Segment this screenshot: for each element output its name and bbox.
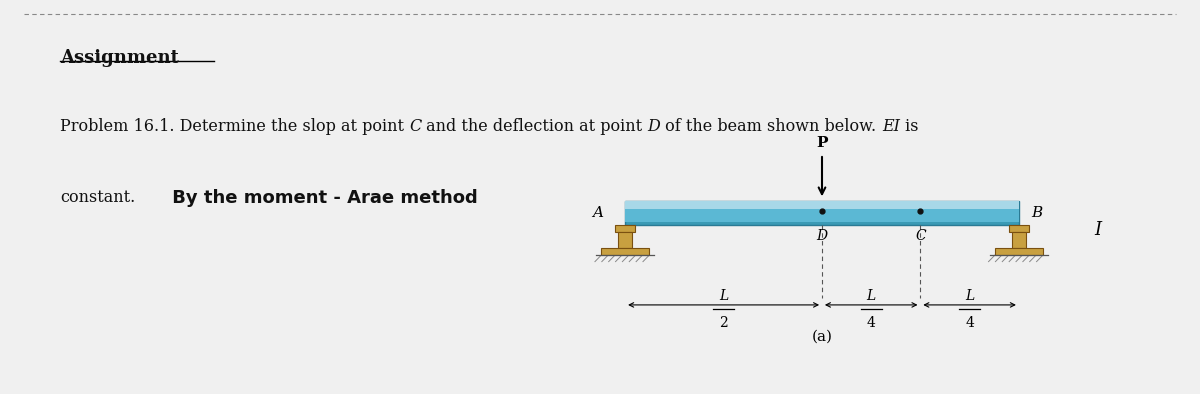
Text: is: is (900, 118, 918, 135)
Text: 4: 4 (866, 316, 876, 330)
Text: D: D (648, 118, 660, 135)
Text: A: A (593, 206, 604, 220)
Bar (625, 201, 1019, 225)
Bar (625, 208, 1019, 222)
Text: 4: 4 (965, 316, 974, 330)
Text: B: B (1031, 206, 1042, 220)
Text: of the beam shown below.: of the beam shown below. (660, 118, 882, 135)
Text: L: L (866, 288, 876, 303)
Text: P: P (816, 136, 828, 150)
Bar (616, 225, 635, 232)
Text: By the moment - Arae method: By the moment - Arae method (166, 189, 478, 207)
Bar (601, 248, 649, 255)
Bar (995, 248, 1043, 255)
Text: L: L (965, 288, 974, 303)
Text: C: C (916, 229, 925, 243)
Bar (625, 201, 1019, 209)
Text: and the deflection at point: and the deflection at point (421, 118, 648, 135)
Text: (a): (a) (811, 330, 833, 344)
Bar (618, 232, 632, 248)
Text: D: D (816, 229, 828, 243)
Text: C: C (409, 118, 421, 135)
Bar (1012, 232, 1026, 248)
Text: EI: EI (882, 118, 900, 135)
Text: Problem 16.1. Determine the slop at point: Problem 16.1. Determine the slop at poin… (60, 118, 409, 135)
Text: L: L (719, 288, 728, 303)
Text: constant.: constant. (60, 189, 136, 206)
Text: 2: 2 (719, 316, 728, 330)
Text: I: I (1094, 221, 1102, 240)
Text: Assignment: Assignment (60, 49, 179, 67)
Bar (1009, 225, 1028, 232)
